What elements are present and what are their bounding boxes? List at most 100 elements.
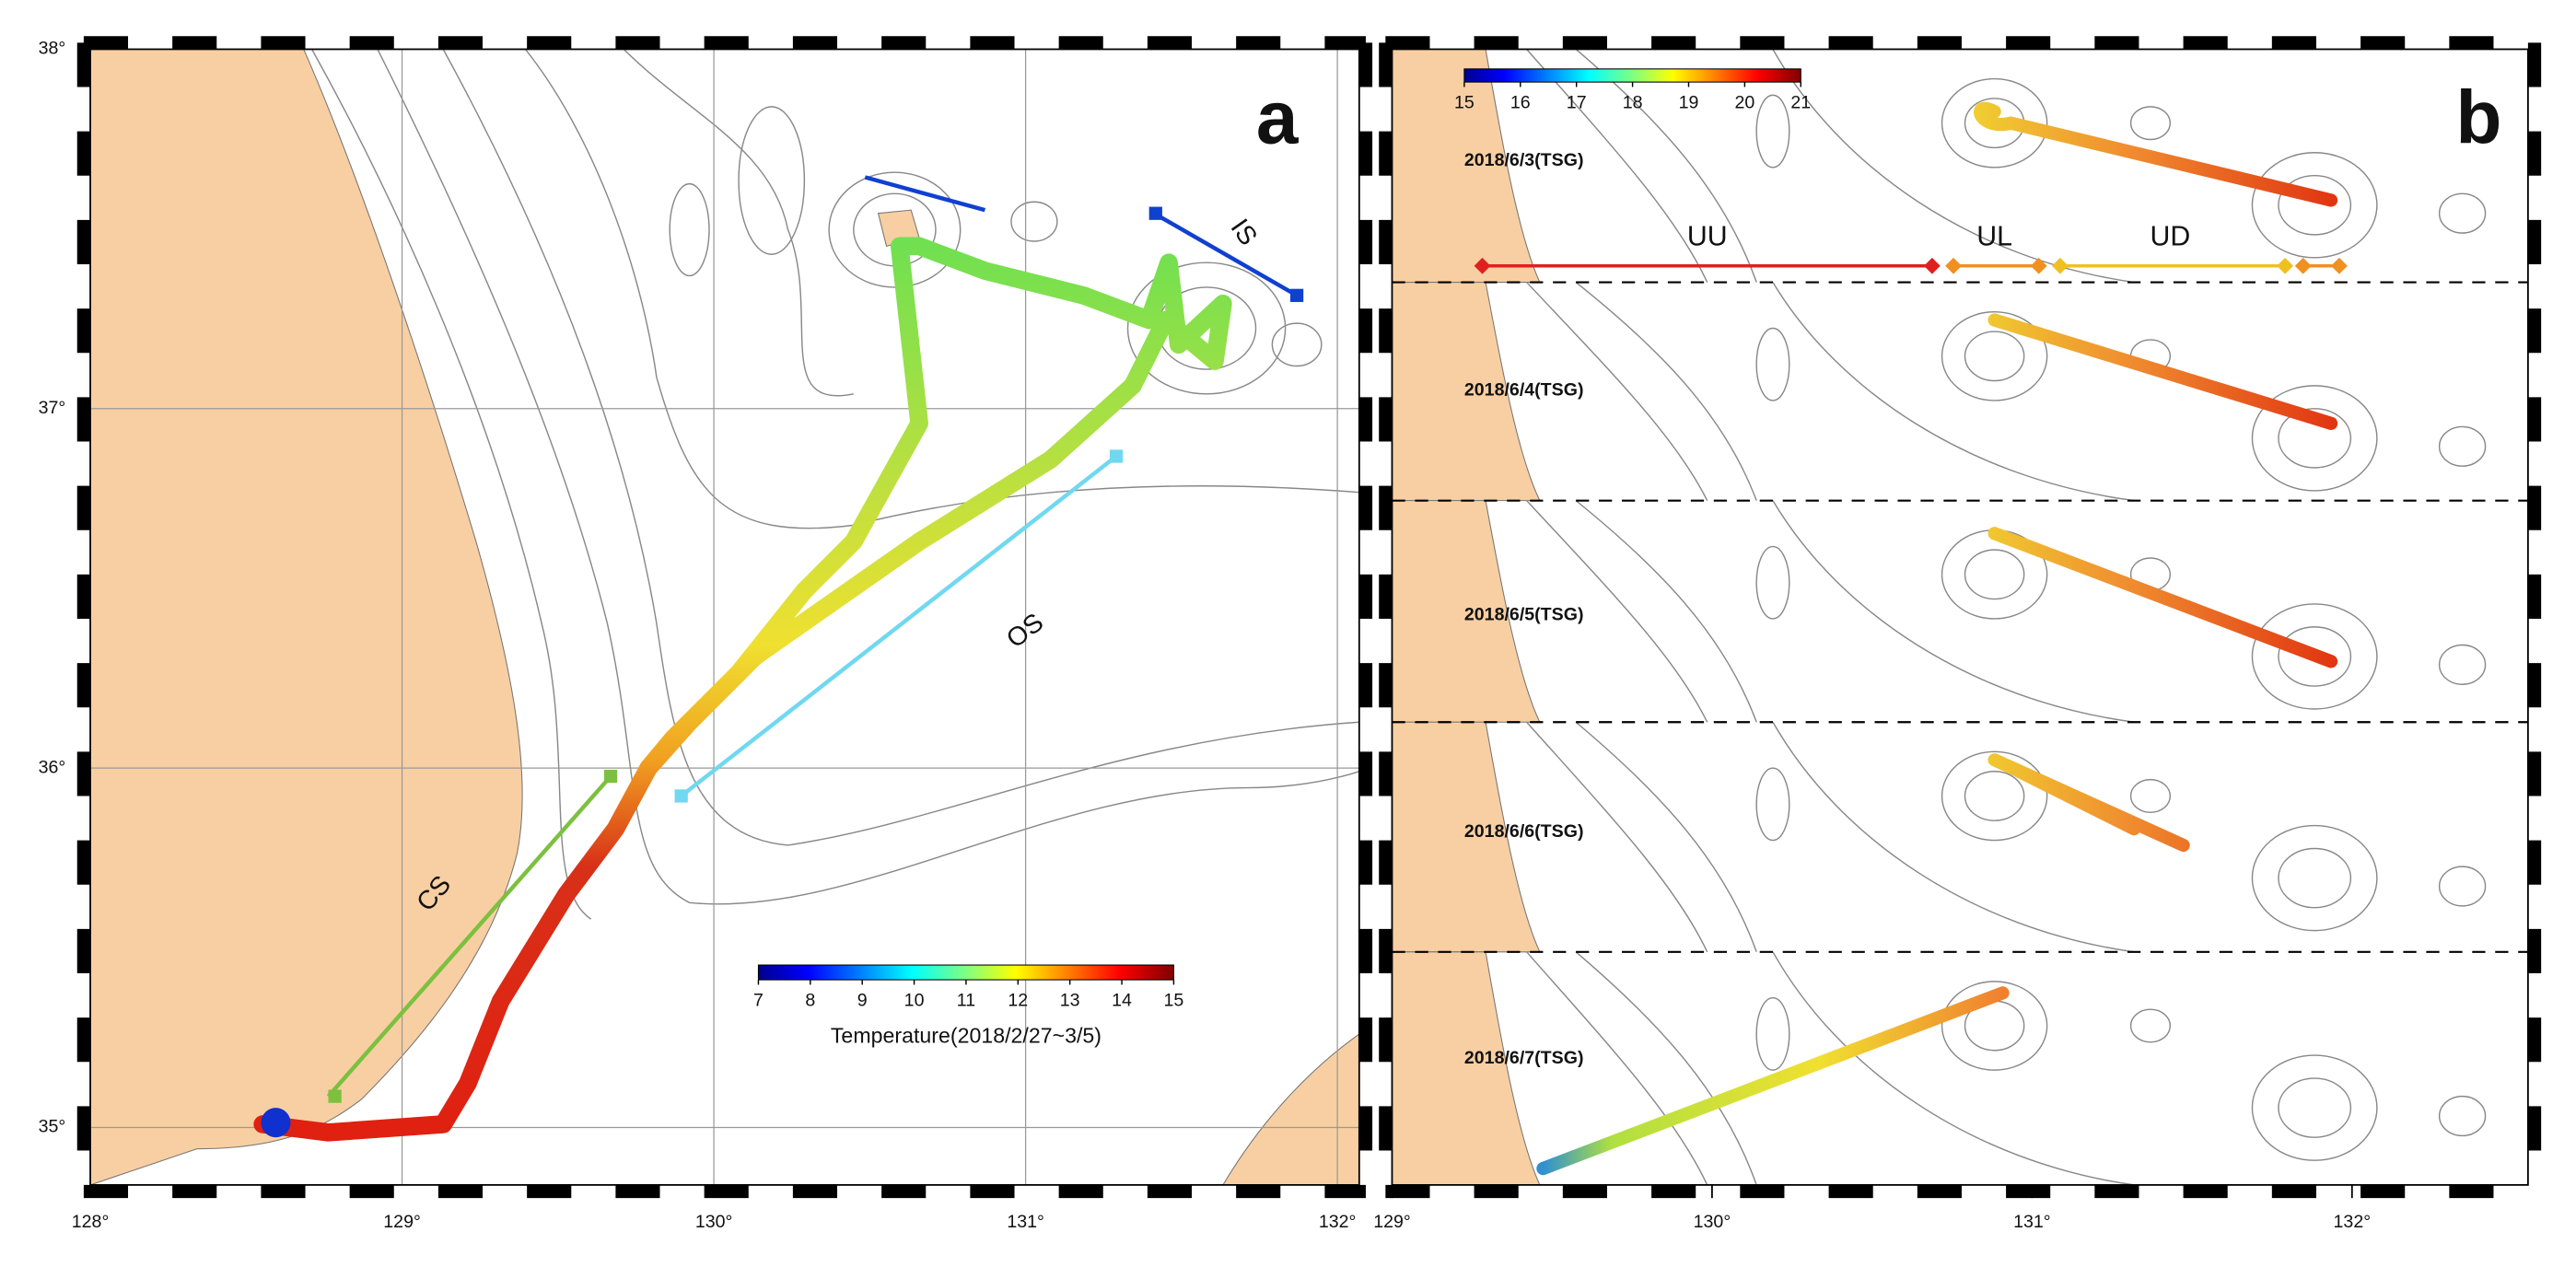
colorbar-title: Temperature(2018/2/27~3/5) [831, 1024, 1102, 1048]
colorbar-tick-label: 20 [1734, 92, 1754, 112]
contour [2129, 778, 2172, 814]
land [1391, 282, 1541, 502]
contour [1755, 94, 1790, 169]
section-line [680, 454, 1118, 798]
ship-track [1987, 527, 2338, 668]
colorbar [757, 964, 1174, 981]
colorbar-tick-label: 15 [1164, 990, 1184, 1010]
section-label: UD [2150, 221, 2190, 251]
colorbar-tick-label: 12 [1008, 990, 1028, 1010]
land [1391, 500, 1541, 723]
colorbar-tick-label: 10 [904, 990, 925, 1010]
contour [2251, 385, 2378, 492]
contour [2251, 152, 2378, 259]
contour [2438, 644, 2487, 685]
track-start [261, 1108, 291, 1138]
contour [1772, 282, 2135, 502]
contour [2438, 192, 2487, 234]
contour [2278, 408, 2352, 469]
contour [2251, 603, 2378, 710]
contour [1755, 545, 1790, 620]
panel-label: b [2455, 76, 2501, 159]
contour [2278, 175, 2352, 236]
land [1391, 721, 1541, 953]
frame-border [76, 36, 1373, 1199]
date-label: 2018/6/7(TSG) [1464, 1048, 1584, 1068]
contour [1941, 77, 2048, 169]
contour [1964, 331, 2025, 382]
colorbar-tick-label: 11 [957, 990, 975, 1010]
ship-track [1974, 101, 2338, 207]
x-tick-label: 131° [2013, 1212, 2051, 1232]
contour [2278, 847, 2352, 909]
y-tick-label: 35° [39, 1117, 66, 1137]
y-tick-label: 38° [39, 39, 66, 59]
contour [1772, 721, 2135, 953]
section-line [864, 175, 986, 213]
section-label: UU [1687, 221, 1728, 251]
colorbar-tick-label: 14 [1112, 990, 1132, 1010]
contour [1941, 981, 2048, 1071]
ship-track [1536, 986, 2010, 1176]
contour [1964, 771, 2025, 821]
contour [2129, 106, 2172, 141]
x-tick-label: 132° [1319, 1212, 1357, 1232]
ship-track [253, 237, 1232, 1142]
contours [311, 49, 1359, 920]
section-label: UL [1976, 221, 2012, 251]
contour [1941, 750, 2048, 842]
colorbar-tick-label: 7 [753, 990, 763, 1010]
ship-track [1987, 753, 2190, 853]
contour [1575, 500, 1757, 723]
contour [1941, 310, 2048, 401]
contour [2278, 626, 2352, 687]
contour [1964, 549, 2025, 600]
contour [2438, 866, 2487, 907]
contour [2438, 425, 2487, 467]
date-label: 2018/6/4(TSG) [1464, 379, 1584, 400]
frame-border [1379, 36, 2542, 1199]
panel-a-map [90, 49, 1359, 1185]
contour [2251, 1054, 2378, 1161]
contour [1526, 500, 1708, 723]
contour [2278, 1077, 2352, 1138]
contour [1575, 721, 1757, 953]
contour [1772, 500, 2135, 723]
contour [1755, 767, 1790, 842]
contour [1526, 282, 1708, 501]
date-label: 2018/6/5(TSG) [1464, 605, 1584, 625]
colorbar-tick-label: 9 [857, 990, 868, 1010]
contour [2129, 1008, 2172, 1043]
contour [1575, 282, 1757, 501]
land-korea [90, 49, 523, 1185]
contour [2438, 1095, 2487, 1137]
section-line [1152, 211, 1299, 297]
contour [1526, 951, 1708, 1186]
contour [1575, 951, 1757, 1186]
colorbar-tick-label: 18 [1623, 92, 1643, 112]
x-tick-label: 129° [383, 1212, 421, 1232]
colorbar-tick-label: 19 [1679, 92, 1699, 112]
contour [1755, 996, 1790, 1071]
land-japan [1222, 1033, 1359, 1185]
figure-body: a b 128° 129° 130° 131° 132°35°36°37°38°CSOS… [39, 36, 2542, 1232]
colorbar-tick-label: 13 [1060, 990, 1080, 1010]
contour [1526, 721, 1708, 953]
section-lines [1474, 257, 2348, 274]
contour [2251, 824, 2378, 932]
colorbar-tick-label: 21 [1790, 92, 1811, 112]
date-label: 2018/6/3(TSG) [1464, 150, 1584, 170]
ship-track [1987, 313, 2338, 430]
section-line [326, 774, 612, 1098]
x-tick-label: 131° [1007, 1212, 1044, 1232]
panel-label: a [1256, 76, 1300, 159]
panel-b-map [1391, 48, 2528, 1186]
x-tick-label: 128° [72, 1212, 110, 1232]
contour [1755, 327, 1790, 401]
land [1391, 951, 1541, 1186]
contour [1772, 49, 2135, 284]
contour [1526, 49, 1708, 283]
colorbar-tick-label: 16 [1510, 92, 1531, 112]
y-tick-label: 37° [39, 398, 66, 418]
